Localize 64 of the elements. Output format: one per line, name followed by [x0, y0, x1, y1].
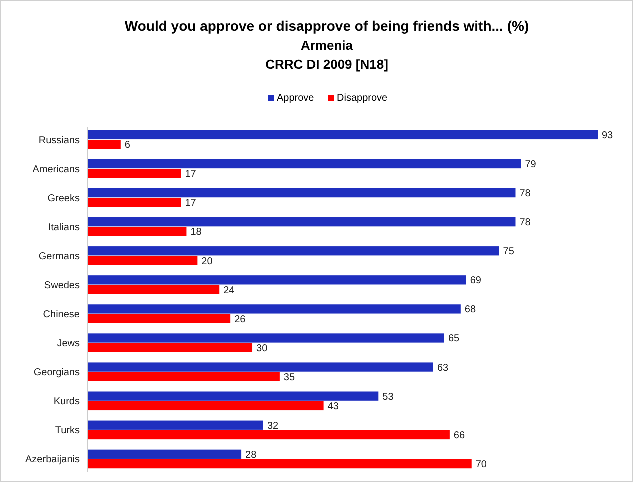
bar	[88, 362, 434, 372]
bar	[88, 420, 264, 430]
data-label: 17	[185, 198, 197, 210]
bar	[88, 130, 598, 140]
y-tick-label: Greeks	[48, 193, 80, 204]
bar	[88, 314, 231, 324]
bar	[88, 304, 461, 314]
chart-subtitle: Armenia CRRC DI 2009 [N18]	[266, 38, 388, 72]
bar	[88, 227, 187, 236]
chart-title: Would you approve or disapprove of being friends with... (%)	[124, 18, 530, 34]
y-tick-label: Kurds	[54, 396, 80, 408]
bar	[88, 169, 182, 178]
y-tick-label: Germans	[38, 251, 80, 262]
data-label: 63	[437, 362, 450, 374]
bar	[88, 188, 516, 198]
bar	[88, 372, 280, 382]
bar	[88, 140, 121, 150]
data-label: 53	[382, 392, 394, 403]
bar	[88, 430, 450, 440]
data-label: 93	[602, 130, 614, 142]
data-label: 26	[234, 314, 246, 326]
bar	[88, 459, 472, 469]
bar	[88, 198, 182, 208]
y-tick-label: Jews	[57, 338, 80, 350]
y-tick-label: Americans	[32, 164, 80, 176]
data-label: 17	[185, 169, 197, 180]
bar	[88, 401, 324, 411]
data-label: 69	[470, 276, 482, 287]
bar	[88, 450, 242, 459]
data-label: 24	[224, 285, 236, 296]
y-tick-label: Georgians	[34, 368, 80, 379]
data-label: 68	[464, 304, 476, 316]
data-label: 78	[520, 218, 532, 229]
y-tick-label: Russians	[38, 135, 80, 146]
y-tick-label: Swedes	[44, 280, 80, 292]
data-label: 35	[284, 372, 296, 384]
data-label: 65	[448, 334, 460, 345]
data-label: 6	[124, 140, 131, 152]
data-label: 75	[503, 246, 515, 258]
bar	[88, 285, 220, 294]
bar	[88, 343, 253, 352]
data-label: 79	[525, 160, 537, 170]
y-tick-label: Turks	[55, 426, 80, 437]
data-label: 20	[202, 256, 214, 268]
bar	[88, 246, 500, 256]
data-label: 32	[267, 420, 280, 432]
bar	[88, 159, 522, 169]
y-tick-label: Italians	[48, 222, 80, 234]
data-label: 66	[454, 430, 466, 442]
data-label: 30	[256, 343, 268, 354]
bar	[88, 218, 516, 227]
y-tick-label: Chinese	[43, 310, 80, 321]
legend-label: Approve	[277, 93, 315, 104]
data-label: 28	[246, 450, 258, 461]
bar	[88, 256, 198, 266]
y-tick-label: Azerbaijanis	[26, 454, 80, 466]
data-label: 18	[190, 227, 202, 238]
legend-label: Disapprove	[337, 93, 388, 104]
bar	[88, 392, 379, 401]
data-label: 70	[476, 460, 488, 471]
bar	[88, 334, 444, 343]
data-label: 43	[328, 401, 340, 412]
data-label: 78	[520, 188, 532, 200]
bar	[88, 276, 466, 285]
